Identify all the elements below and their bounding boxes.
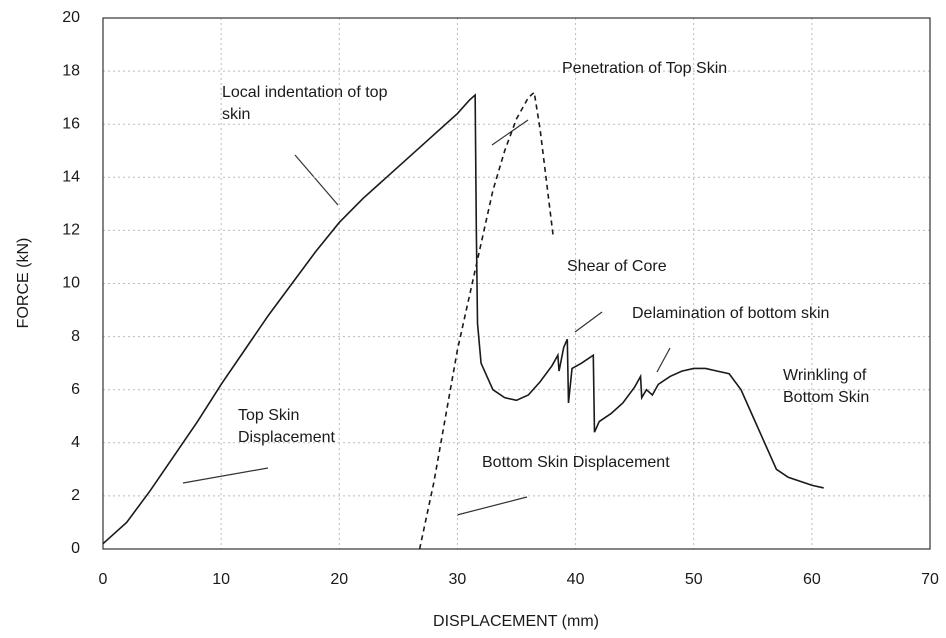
x-tick-label: 60 bbox=[803, 571, 821, 588]
y-tick-label: 8 bbox=[71, 328, 80, 345]
y-tick-label: 6 bbox=[71, 381, 80, 398]
y-tick-label: 20 bbox=[62, 9, 80, 26]
series-label: Bottom Skin Displacement bbox=[482, 454, 670, 471]
pointer bbox=[656, 347, 671, 373]
x-axis-label: DISPLACEMENT (mm) bbox=[433, 613, 599, 630]
x-tick-label: 70 bbox=[921, 571, 939, 588]
pointer bbox=[574, 311, 603, 333]
annotation: Shear of Core bbox=[567, 258, 667, 275]
x-tick-label: 0 bbox=[99, 571, 108, 588]
pointers bbox=[182, 119, 671, 516]
pointer bbox=[456, 496, 528, 516]
series-line bbox=[102, 93, 824, 545]
x-tick-label: 30 bbox=[449, 571, 467, 588]
x-tick-label: 50 bbox=[685, 571, 703, 588]
y-tick-label: 4 bbox=[71, 434, 80, 451]
pointer bbox=[182, 467, 269, 484]
x-tick-label: 20 bbox=[330, 571, 348, 588]
series-line bbox=[418, 90, 554, 550]
y-tick-label: 2 bbox=[71, 487, 80, 504]
pointer bbox=[491, 119, 529, 146]
y-tick-label: 14 bbox=[62, 169, 80, 186]
y-tick-label: 10 bbox=[62, 275, 80, 292]
x-tick-label: 40 bbox=[567, 571, 585, 588]
annotation: Wrinkling of Bottom Skin bbox=[783, 367, 870, 406]
annotation: Delamination of bottom skin bbox=[632, 305, 830, 322]
pointer bbox=[294, 154, 339, 206]
y-tick-label: 12 bbox=[62, 222, 80, 239]
y-tick-label: 16 bbox=[62, 115, 80, 132]
annotation: Local indentation of top skin bbox=[222, 84, 388, 123]
y-axis-label: FORCE (kN) bbox=[15, 238, 32, 329]
x-tick-label: 10 bbox=[212, 571, 230, 588]
series-label: Top Skin Displacement bbox=[238, 407, 335, 446]
y-tick-label: 0 bbox=[71, 540, 80, 557]
annotation: Penetration of Top Skin bbox=[562, 60, 728, 77]
plot-frame bbox=[102, 17, 931, 550]
y-tick-label: 18 bbox=[62, 62, 80, 79]
